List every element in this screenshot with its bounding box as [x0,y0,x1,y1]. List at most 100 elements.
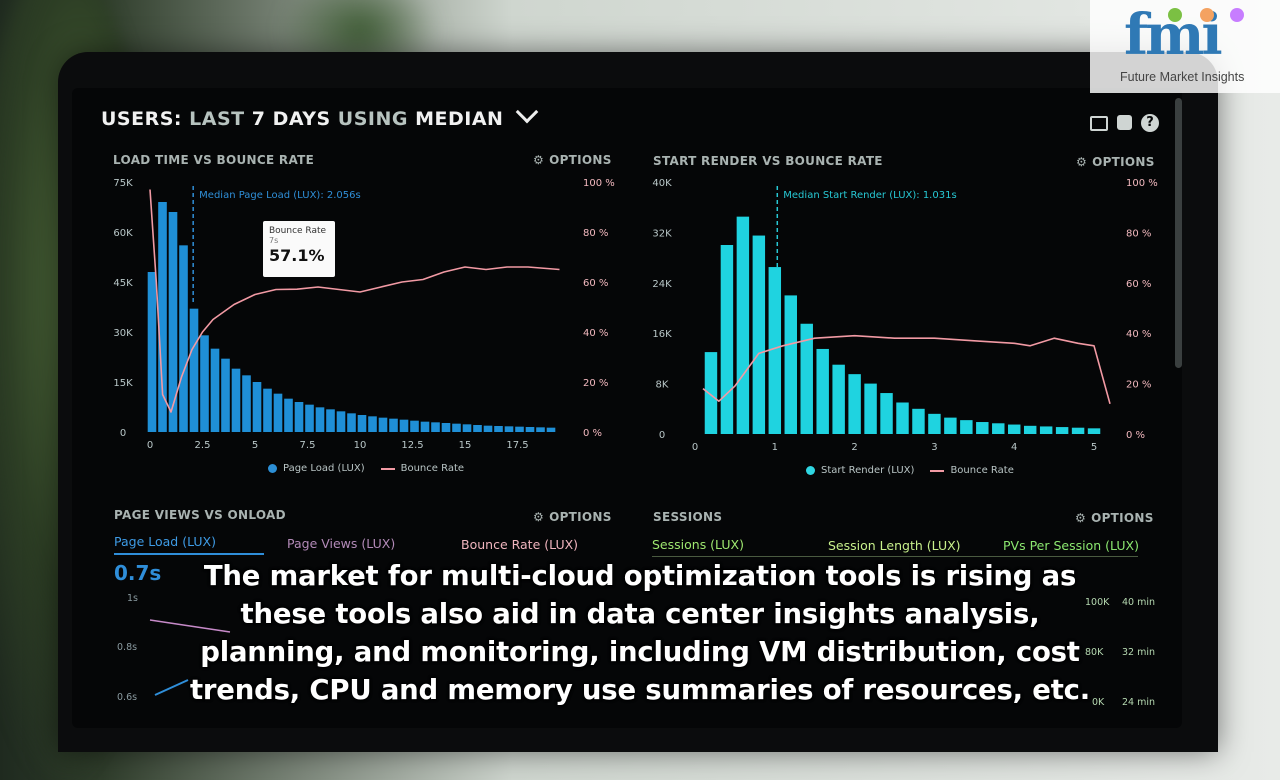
bar [147,272,157,432]
y-tick-label: 24K [652,279,672,290]
axis-tick: 24 min [1122,697,1156,708]
bar [420,421,430,432]
bar [944,417,957,434]
y2-tick-label: 20 % [583,378,608,389]
bar [284,398,293,432]
bar [1023,425,1037,434]
bar [704,352,718,434]
bar [768,267,782,434]
bar [252,382,262,432]
x-tick-label: 10 [354,440,367,451]
bar [800,323,813,434]
options-button[interactable]: ⚙ OPTIONS [1076,155,1155,169]
tab-pvs-per-session[interactable]: PVs Per Session (LUX) [1003,538,1139,553]
bar [864,383,877,434]
bar [273,393,283,432]
y2-tick-label: 100 % [1126,178,1158,189]
bar [431,422,440,432]
bar [336,411,346,432]
bar [848,374,861,434]
series-line-bounce-rate [702,334,1111,405]
y2-tick-label: 60 % [583,278,608,289]
x-tick-label: 5 [1091,442,1097,453]
page-title[interactable]: USERS: LAST 7 DAYS USING MEDIAN [101,100,538,130]
bar [168,212,178,432]
tab-page-views[interactable]: Page Views (LUX) [287,536,396,551]
bar [231,368,241,432]
bar [515,426,524,432]
logo-dot-icon [1200,8,1214,22]
chart-tooltip: Bounce Rate 7s 57.1% [263,221,335,277]
bar [378,417,388,432]
x-tick-label: 0 [692,442,698,453]
x-tick-label: 3 [931,442,937,453]
bar [1008,424,1021,434]
scrollbar[interactable] [1175,98,1182,368]
bar [912,408,925,434]
load-time-chart: 0 15K 30K 45K 60K 75K 0 % 20 % 40 % 60 % 80 % 100 %… [113,178,614,451]
gear-icon: ⚙ [1076,155,1088,169]
bar [389,418,398,432]
logo-dot-icon [1168,8,1182,22]
bar [976,422,989,434]
gear-icon: ⚙ [533,153,545,167]
bar [399,419,409,432]
x-tick-label: 15 [459,440,472,451]
options-button[interactable]: ⚙ OPTIONS [1075,511,1154,525]
logo-dot-icon [1230,8,1244,22]
bar [880,393,893,434]
axis-tick: 1s [127,593,138,604]
bar [784,295,797,434]
bar [473,425,482,432]
bar [452,423,461,432]
tab-bounce-rate[interactable]: Bounce Rate (LUX) [461,537,579,552]
x-tick-label: 4 [1011,442,1017,453]
bar [326,409,335,432]
options-button[interactable]: ⚙ OPTIONS [533,153,612,167]
x-tick-label: 17.5 [506,440,528,451]
y-tick-label: 0 [659,430,665,441]
bar [928,413,941,434]
fmi-logo: fmi Future Market Insights [1090,0,1280,93]
legend-dot-icon [806,466,815,475]
options-button[interactable]: ⚙ OPTIONS [533,510,612,524]
top-toolbar: ? [1090,114,1159,132]
tab-divider [652,556,1138,557]
x-tick-label: 2.5 [195,440,211,451]
y-tick-label: 75K [113,178,133,189]
bar [1071,427,1085,434]
bar [221,358,230,432]
page-views-sparkline [149,619,231,696]
monitor-icon[interactable] [1090,116,1108,131]
bar [462,424,472,432]
bar [896,402,909,434]
axis-tick: 40 min [1122,597,1156,608]
panel-title-sessions: SESSIONS [653,510,723,524]
bar [263,388,272,432]
tooltip-label: Bounce Rate [269,226,327,236]
bar [242,375,251,432]
legend-dot-icon [268,464,277,473]
popout-icon[interactable] [1117,115,1132,130]
bar [752,235,766,434]
tab-page-load[interactable]: Page Load (LUX) [114,534,217,549]
bar [441,423,451,432]
legend-load-time: Page Load (LUX) Bounce Rate [268,463,464,474]
bar [347,413,356,432]
y2-tick-label: 40 % [1126,329,1151,340]
panel-title-load-time: LOAD TIME VS BOUNCE RATE [113,153,315,167]
median-label: Median Page Load (LUX): 2.056s [199,190,361,201]
legend-item: Bounce Rate [400,463,465,474]
tab-session-length[interactable]: Session Length (LUX) [828,538,961,553]
axis-tick: 100K [1085,597,1110,608]
bar [200,335,209,432]
tab-sessions[interactable]: Sessions (LUX) [652,537,744,552]
caption-overlay: The market for multi-cloud optimization … [189,560,1091,706]
bar [546,427,556,432]
median-label: Median Start Render (LUX): 1.031s [783,190,956,201]
x-tick-label: 7.5 [300,440,316,451]
bar [525,427,535,432]
help-icon[interactable]: ? [1141,114,1159,132]
bar [294,402,304,432]
y-tick-label: 40K [652,178,672,189]
